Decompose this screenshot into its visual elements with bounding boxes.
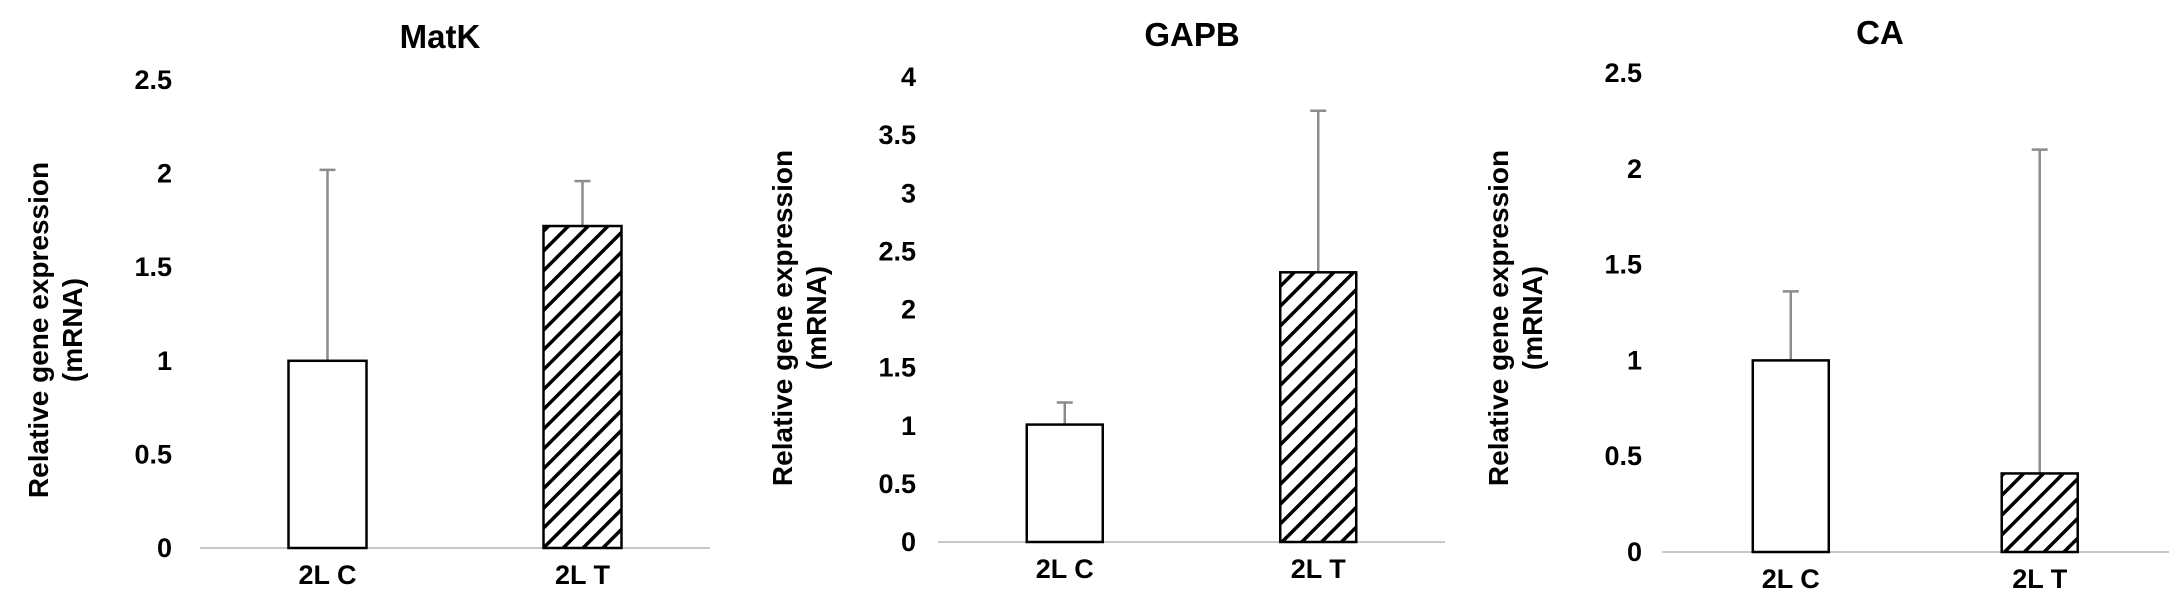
y-tick-label: 0 (157, 533, 172, 563)
y-tick-label: 2 (157, 159, 172, 189)
chart-gapb: GAPB Relative gene expression (mRNA) 0 0.5 1 1… (767, 16, 1445, 584)
y-axis-label: Relative gene expression (mRNA) (1483, 150, 1548, 486)
y-axis-label: Relative gene expression (mRNA) (767, 150, 832, 486)
y-tick-label: 3.5 (878, 120, 916, 150)
y-tick-label: 1 (1627, 345, 1642, 375)
y-axis-label-line: (mRNA) (57, 278, 88, 382)
x-tick-label: 2L C (298, 560, 356, 590)
y-axis-label-line: Relative gene expression (767, 150, 798, 486)
y-axis-label-line: Relative gene expression (1483, 150, 1514, 486)
y-tick-label: 2.5 (134, 65, 172, 95)
y-tick-label: 2.5 (1604, 58, 1642, 88)
chart-ca: CA Relative gene expression (mRNA) 0 0.5 1 1.5… (1483, 14, 2169, 594)
bar-2l-c (1751, 359, 1831, 554)
chart-title: GAPB (1144, 16, 1239, 53)
y-tick-label: 4 (901, 62, 916, 92)
x-tick-label: 2L C (1762, 564, 1820, 594)
y-tick-label: 1.5 (1604, 250, 1642, 280)
y-tick-label: 2.5 (878, 236, 916, 266)
y-axis-label: Relative gene expression (mRNA) (23, 162, 88, 498)
y-tick-label: 1.5 (134, 252, 172, 282)
bar-2l-c (287, 359, 368, 550)
y-tick-label: 2 (1627, 154, 1642, 184)
x-tick-label: 2L T (2012, 564, 2068, 594)
x-tick-label: 2L C (1036, 554, 1094, 584)
bar-2l-t (2000, 472, 2079, 554)
y-tick-label: 1 (157, 346, 172, 376)
bar-2l-t (1279, 271, 1358, 544)
y-tick-label: 3 (901, 178, 916, 208)
y-tick-label: 0.5 (1604, 441, 1642, 471)
y-tick-label: 0.5 (134, 439, 172, 469)
y-axis-label-line: (mRNA) (1517, 266, 1548, 370)
y-tick-label: 1 (901, 411, 916, 441)
y-tick-label: 2 (901, 295, 916, 325)
chart-title: CA (1856, 14, 1904, 51)
chart-matk: MatK Relative gene expression (mRNA) 0 0.5 1 1… (23, 18, 710, 590)
y-tick-label: 1.5 (878, 353, 916, 383)
bar-2l-c (1025, 423, 1104, 544)
y-tick-label: 0 (901, 527, 916, 557)
y-tick-label: 0.5 (878, 469, 916, 499)
y-tick-label: 0 (1627, 537, 1642, 567)
x-tick-label: 2L T (1291, 554, 1347, 584)
y-axis-label-line: Relative gene expression (23, 162, 54, 498)
chart-title: MatK (400, 18, 481, 55)
bar-2l-t (542, 224, 623, 550)
y-axis-label-line: (mRNA) (801, 266, 832, 370)
x-tick-label: 2L T (555, 560, 611, 590)
